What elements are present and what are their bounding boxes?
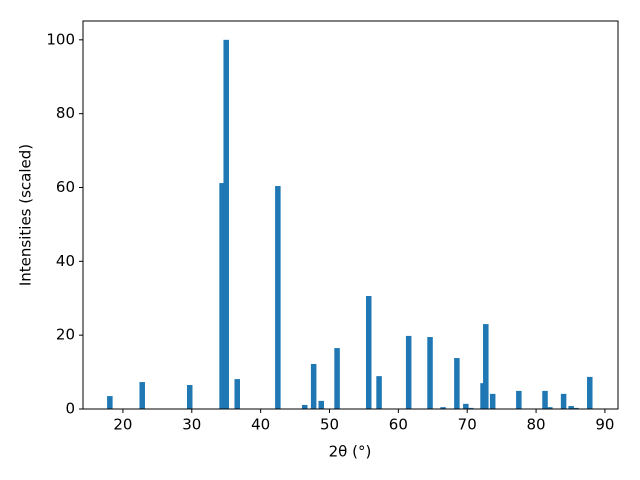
- bar: [560, 393, 567, 409]
- bar: [440, 407, 446, 409]
- y-tick-label: 80: [56, 104, 75, 122]
- bar: [454, 358, 460, 409]
- bar: [365, 296, 372, 409]
- bar: [223, 39, 229, 409]
- bar: [405, 335, 412, 409]
- bar: [139, 382, 145, 409]
- bar: [542, 390, 548, 409]
- bar: [483, 324, 489, 409]
- bar: [234, 379, 240, 409]
- x-tick-label: 70: [458, 416, 477, 434]
- y-tick-label: 0: [65, 400, 75, 418]
- bar: [219, 183, 225, 409]
- y-tick-label: 20: [56, 326, 75, 344]
- bar: [186, 385, 193, 409]
- bar: [310, 363, 317, 409]
- bar: [568, 406, 574, 409]
- bar: [467, 407, 474, 409]
- bar: [107, 396, 113, 409]
- x-tick-label: 80: [527, 416, 546, 434]
- bar: [516, 390, 522, 409]
- bar: [573, 407, 579, 409]
- x-tick-label: 40: [251, 416, 270, 434]
- y-tick-label: 100: [46, 30, 75, 48]
- bar: [318, 400, 324, 409]
- y-tick-label: 40: [56, 252, 75, 270]
- bar: [547, 407, 553, 409]
- x-tick-label: 90: [595, 416, 614, 434]
- x-tick-label: 20: [113, 416, 132, 434]
- bar: [587, 376, 593, 409]
- y-tick-label: 60: [56, 178, 75, 196]
- bar: [463, 403, 469, 409]
- x-tick-label: 30: [182, 416, 201, 434]
- plot-frame: [82, 20, 619, 410]
- y-axis-label: Intensities (scaled): [17, 144, 35, 286]
- x-tick-label: 60: [389, 416, 408, 434]
- bar: [376, 376, 382, 409]
- x-tick-label: 50: [320, 416, 339, 434]
- bar: [334, 348, 340, 409]
- bar: [275, 186, 281, 409]
- bar: [489, 393, 496, 409]
- bar: [427, 337, 433, 409]
- bar: [301, 404, 308, 409]
- x-axis-label: 2θ (°): [329, 443, 372, 461]
